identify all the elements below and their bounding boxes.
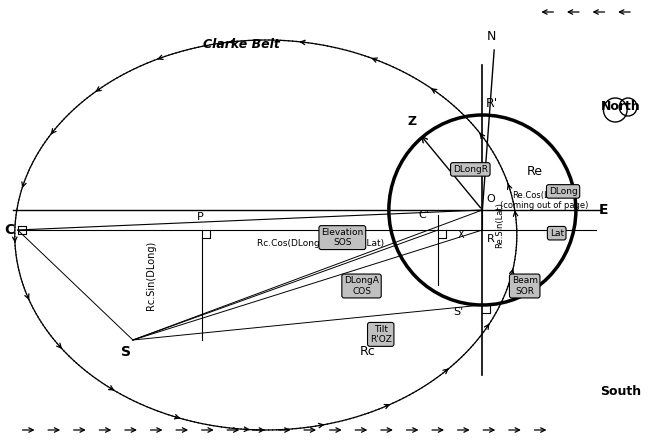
Text: Re: Re — [526, 165, 543, 178]
Text: E: E — [599, 203, 608, 217]
Text: Lat: Lat — [550, 229, 564, 238]
Text: DLong: DLong — [549, 187, 577, 196]
Text: Beam
SOR: Beam SOR — [512, 276, 538, 296]
Text: N: N — [486, 30, 496, 43]
Text: O: O — [486, 194, 495, 204]
Text: Elevation
SOS: Elevation SOS — [321, 228, 363, 247]
Text: Rc.Cos(DLong) - Re.Cos(Lat): Rc.Cos(DLong) - Re.Cos(Lat) — [257, 239, 384, 248]
Text: South: South — [601, 385, 642, 398]
Text: Rc.Sin(DLong): Rc.Sin(DLong) — [146, 240, 155, 310]
Text: P: P — [197, 212, 203, 222]
Text: Re.Sin(Lat): Re.Sin(Lat) — [495, 202, 504, 248]
Text: DLongR: DLongR — [453, 165, 488, 174]
Text: North: North — [601, 100, 640, 113]
Text: DLongA
COS: DLongA COS — [344, 276, 379, 296]
Text: Tilt
R'OZ: Tilt R'OZ — [370, 325, 392, 344]
Text: Re.Cos(Lat): Re.Cos(Lat) — [512, 191, 561, 200]
Text: C: C — [4, 223, 14, 237]
Text: S: S — [121, 345, 131, 359]
Text: R: R — [488, 234, 495, 244]
Text: Clarke Belt: Clarke Belt — [203, 38, 280, 51]
Text: Rc: Rc — [359, 345, 375, 358]
Text: S': S' — [453, 307, 463, 317]
Text: R': R' — [486, 97, 497, 110]
Text: (coming out of page): (coming out of page) — [500, 201, 588, 210]
Text: Z: Z — [408, 115, 417, 128]
Text: C': C' — [419, 210, 429, 220]
Text: X: X — [458, 230, 464, 240]
